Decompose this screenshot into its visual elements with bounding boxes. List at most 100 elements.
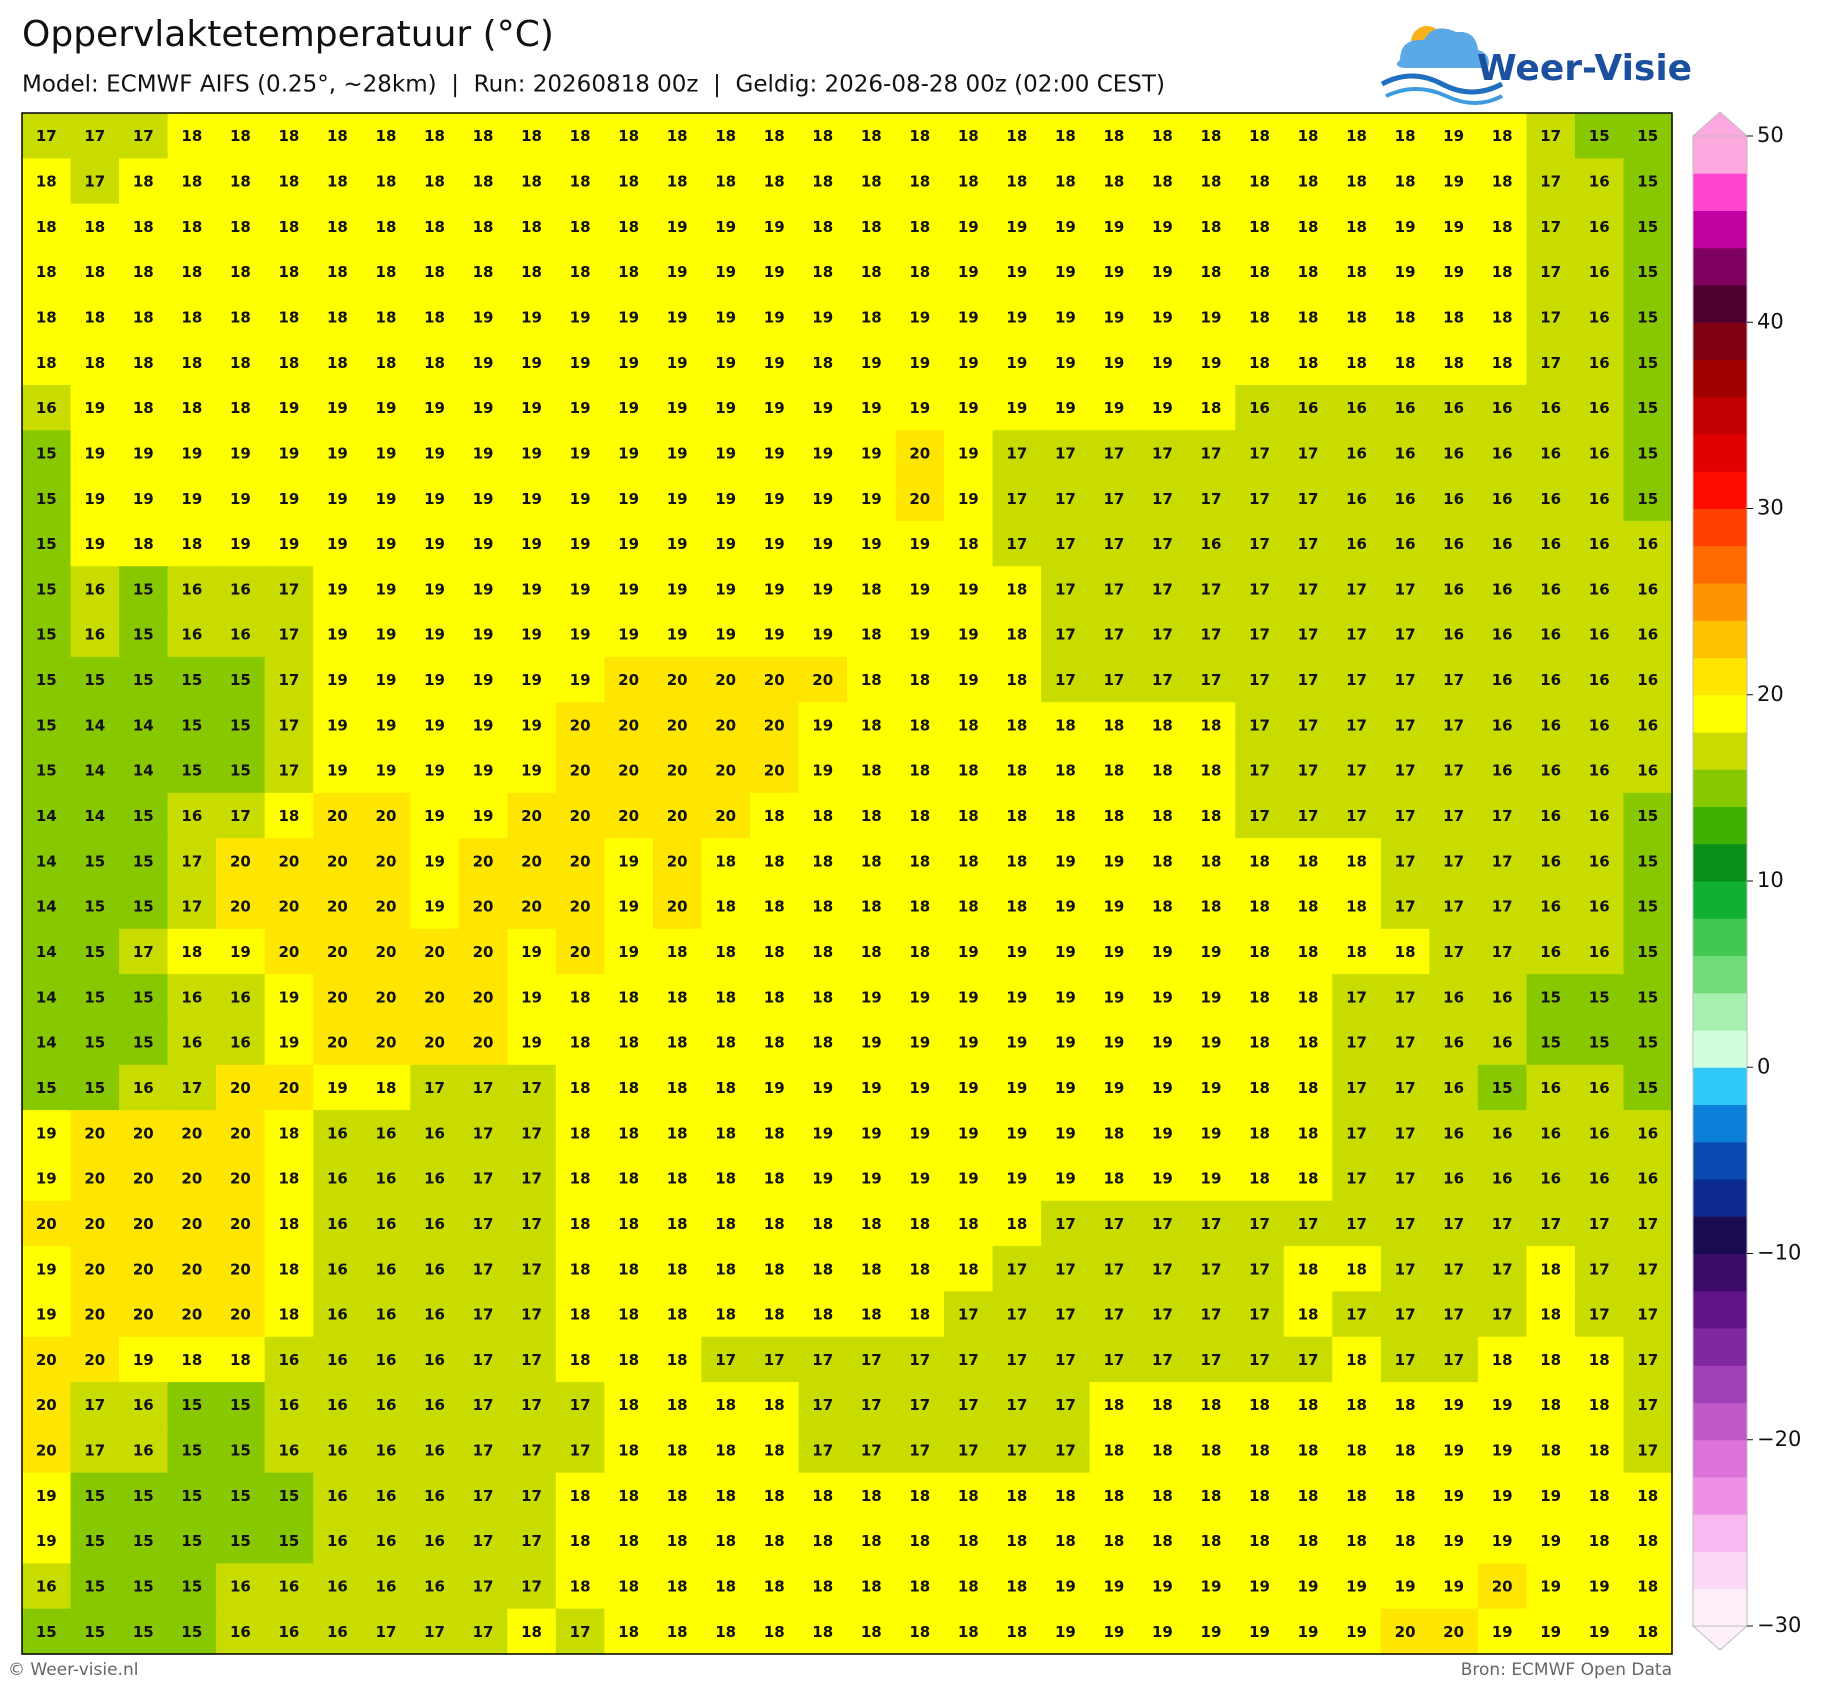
cell <box>895 248 945 295</box>
cell <box>604 1155 654 1202</box>
cell-value: 18 <box>861 626 882 644</box>
cell-value: 17 <box>473 1351 494 1369</box>
cell <box>992 248 1042 295</box>
cell-value: 16 <box>1540 444 1561 462</box>
cell <box>749 430 800 477</box>
cell <box>1186 203 1236 250</box>
cell-value: 18 <box>230 263 251 281</box>
cell <box>216 113 266 159</box>
cell <box>22 838 72 885</box>
cell <box>22 1110 72 1157</box>
cell <box>992 113 1042 159</box>
cell <box>1332 248 1382 295</box>
cell <box>1429 339 1479 386</box>
cell <box>944 656 994 703</box>
cell-value: 18 <box>1395 1487 1416 1505</box>
cell-value: 19 <box>958 490 979 508</box>
cell-value: 18 <box>667 1215 688 1233</box>
cell <box>507 928 557 975</box>
cell-value: 19 <box>1055 308 1076 326</box>
cell <box>361 1246 411 1293</box>
cell-value: 17 <box>473 1079 494 1097</box>
cell <box>895 1064 945 1111</box>
cell <box>1283 883 1333 930</box>
cell <box>22 1200 72 1247</box>
cell-value: 17 <box>1201 1351 1222 1369</box>
cell <box>749 158 800 205</box>
cell <box>555 113 605 159</box>
cell-value: 17 <box>1201 490 1222 508</box>
colorbar-tick-label: 0 <box>1757 1054 1770 1078</box>
logo-wave <box>1380 73 1504 95</box>
cell <box>1429 1382 1479 1428</box>
cell-value: 18 <box>1589 1442 1610 1460</box>
cell-value: 18 <box>278 354 299 372</box>
cell-value: 17 <box>1540 354 1561 372</box>
cell <box>1283 838 1333 885</box>
cell <box>895 430 945 477</box>
cell-value: 19 <box>618 898 639 916</box>
cell-value: 17 <box>1492 1260 1513 1278</box>
cell <box>22 384 72 431</box>
cell-value: 15 <box>181 671 202 689</box>
cell <box>361 1155 411 1202</box>
colorbar-band <box>1693 136 1747 174</box>
cell-value: 18 <box>1006 807 1027 825</box>
cell <box>1429 1518 1479 1564</box>
cell-value: 16 <box>1492 535 1513 553</box>
colorbar-band <box>1693 620 1747 658</box>
cell-value: 18 <box>764 898 785 916</box>
cell-value: 18 <box>861 898 882 916</box>
cell <box>1526 1472 1576 1519</box>
cell <box>1235 248 1285 295</box>
cell-value: 19 <box>1152 1124 1173 1142</box>
cell <box>119 928 169 975</box>
cell-value: 16 <box>1589 671 1610 689</box>
cell-value: 18 <box>715 1124 736 1142</box>
cell-value: 16 <box>1443 626 1464 644</box>
cell <box>410 792 460 839</box>
cell-value: 18 <box>1249 218 1270 236</box>
cell-value: 14 <box>133 716 154 734</box>
cell-value: 18 <box>909 1578 930 1596</box>
cell-value: 16 <box>1589 444 1610 462</box>
cell-value: 20 <box>715 762 736 780</box>
cell-value: 18 <box>909 716 930 734</box>
cell <box>604 611 654 658</box>
cell <box>847 1200 897 1247</box>
cell-value: 17 <box>1395 1124 1416 1142</box>
cell <box>70 1155 120 1202</box>
cell-value: 18 <box>618 1170 639 1188</box>
cell <box>652 1291 703 1338</box>
cell-value: 16 <box>327 1623 348 1641</box>
cell <box>749 1291 800 1338</box>
cell <box>992 1019 1042 1066</box>
cell <box>313 1518 363 1564</box>
cell-value: 17 <box>715 1351 736 1369</box>
cell-value: 18 <box>1249 943 1270 961</box>
cell-value: 20 <box>230 852 251 870</box>
cell <box>1574 611 1625 658</box>
cell-value: 18 <box>1346 943 1367 961</box>
cell-value: 18 <box>812 1260 833 1278</box>
cell-value: 19 <box>1298 1578 1319 1596</box>
cell-value: 15 <box>181 762 202 780</box>
cell-value: 19 <box>1152 1578 1173 1596</box>
cell-value: 17 <box>133 127 154 145</box>
cell-value: 18 <box>1346 852 1367 870</box>
cell-value: 19 <box>327 399 348 417</box>
cell-value: 17 <box>1443 671 1464 689</box>
cell <box>1041 1563 1091 1610</box>
cell-value: 19 <box>1103 1623 1124 1641</box>
cell <box>22 1472 72 1519</box>
cell <box>1089 1518 1139 1564</box>
cell-value: 16 <box>1540 1170 1561 1188</box>
cell <box>22 883 72 930</box>
cell-value: 15 <box>36 762 57 780</box>
cell <box>458 1472 508 1519</box>
cell-value: 18 <box>812 1578 833 1596</box>
cell-value: 19 <box>764 490 785 508</box>
cell-value: 15 <box>84 671 105 689</box>
cell <box>167 1518 217 1564</box>
cell-value: 18 <box>909 943 930 961</box>
